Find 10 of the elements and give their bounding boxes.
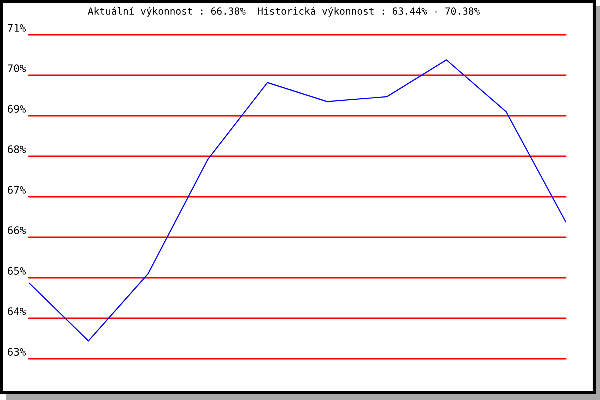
- y-tick-label: 66%: [8, 226, 26, 234]
- y-tick-label: 64%: [8, 308, 26, 316]
- y-tick-label: 63%: [8, 348, 26, 356]
- chart-title: Aktuální výkonnost : 66.38% Historická výkonnost : 63.44% - 70.38%: [88, 7, 480, 17]
- y-tick-label: 67%: [8, 186, 26, 194]
- y-tick-label: 70%: [8, 64, 26, 72]
- y-tick-label: 69%: [8, 105, 26, 113]
- y-tick-label: 71%: [8, 24, 26, 32]
- y-tick-label: 68%: [8, 146, 26, 154]
- y-tick-label: 65%: [8, 267, 26, 275]
